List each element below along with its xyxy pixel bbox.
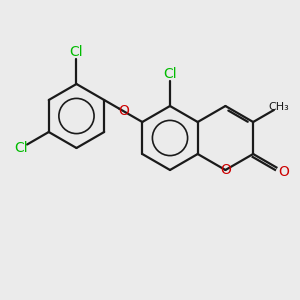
Text: Cl: Cl — [14, 141, 28, 155]
Text: CH₃: CH₃ — [268, 103, 289, 112]
Text: O: O — [118, 104, 129, 118]
Text: O: O — [220, 163, 231, 177]
Text: Cl: Cl — [163, 67, 177, 81]
Text: O: O — [278, 164, 289, 178]
Text: Cl: Cl — [70, 45, 83, 59]
